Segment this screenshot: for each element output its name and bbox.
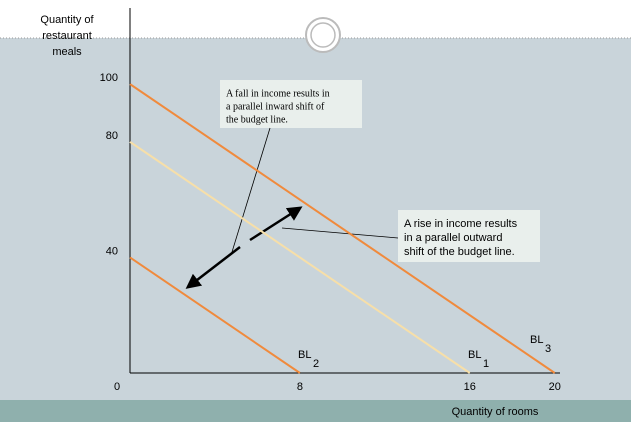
annotation-text: A rise in income results <box>404 218 518 230</box>
y-axis-label: restaurant <box>42 30 92 42</box>
x-tick-label: 20 <box>549 381 561 393</box>
annotation-box <box>398 210 540 262</box>
series-label: BL <box>468 349 481 361</box>
annotation-text: A fall in income results in <box>226 88 330 99</box>
budget-line <box>129 83 556 374</box>
y-axis-label: Quantity of <box>40 14 94 26</box>
annotation-text: the budget line. <box>226 114 288 125</box>
series-label-subscript: 3 <box>545 343 551 355</box>
y-axis-label: meals <box>52 46 82 58</box>
y-tick-label: 40 <box>106 245 118 257</box>
budget-line <box>129 256 301 374</box>
footer-band <box>0 400 631 422</box>
series-label: BL <box>530 334 543 346</box>
shift-arrow <box>185 246 241 289</box>
ornament <box>310 22 336 48</box>
y-tick-label: 80 <box>106 130 118 142</box>
shift-arrow <box>249 206 303 242</box>
annotation-text: a parallel inward shift of <box>226 101 325 112</box>
x-axis-label: Quantity of rooms <box>452 406 539 418</box>
x-tick-label: 8 <box>297 381 303 393</box>
leader-line <box>231 127 271 253</box>
leader-line <box>281 227 399 239</box>
y-tick-label: 100 <box>100 72 118 84</box>
annotation-box <box>220 80 362 128</box>
annotation-text: in a parallel outward <box>404 232 502 244</box>
annotation-text: shift of the budget line. <box>404 246 515 258</box>
budget-line <box>129 141 471 374</box>
x-tick-label: 0 <box>114 381 120 393</box>
series-label-subscript: 2 <box>313 358 319 370</box>
x-tick-label: 16 <box>464 381 476 393</box>
series-label: BL <box>298 349 311 361</box>
series-label-subscript: 1 <box>483 358 489 370</box>
